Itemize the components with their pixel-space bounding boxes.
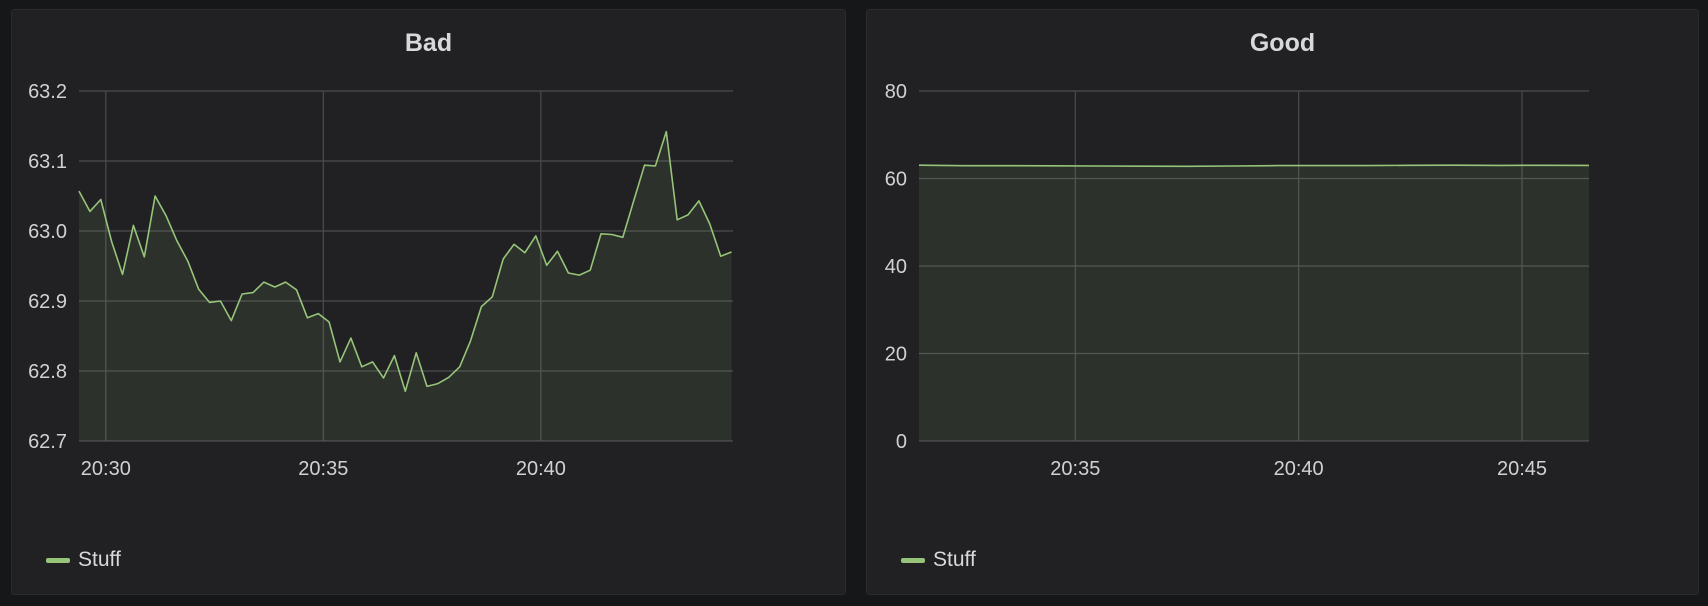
grid-lines xyxy=(919,90,1589,442)
legend-swatch xyxy=(901,557,925,563)
x-tick-label: 20:30 xyxy=(81,458,131,480)
series-line-stuff xyxy=(78,130,732,393)
x-tick-label: 20:40 xyxy=(1274,458,1324,480)
series-area xyxy=(918,164,1590,441)
chart-plot-good: 0 20 40 60 80 20:35 20:40 20:45 xyxy=(885,81,1590,480)
x-tick-label: 20:35 xyxy=(1050,458,1100,480)
series-fill-stuff xyxy=(919,165,1589,441)
series-fill-stuff xyxy=(79,131,732,441)
y-tick-label: 63.1 xyxy=(28,151,67,173)
x-tick-label: 20:45 xyxy=(1497,458,1547,480)
legend-swatch xyxy=(46,557,70,563)
legend: Stuff xyxy=(46,548,121,572)
panel-title: Good xyxy=(1249,29,1316,57)
series-area xyxy=(78,130,732,441)
y-tick-label: 62.7 xyxy=(28,431,67,453)
y-tick-label: 63.2 xyxy=(28,81,67,103)
y-tick-label: 80 xyxy=(885,81,907,103)
tick-labels: 0 20 40 60 80 20:35 20:40 20:45 xyxy=(885,81,1547,480)
legend-label-stuff[interactable]: Stuff xyxy=(78,548,121,571)
y-tick-label: 63.0 xyxy=(28,221,67,243)
legend: Stuff xyxy=(901,548,976,572)
legend-label-stuff[interactable]: Stuff xyxy=(933,548,976,571)
y-tick-label: 20 xyxy=(885,344,907,366)
tick-labels: 62.7 62.8 62.9 63.0 63.1 63.2 20:30 20:35 20:40 xyxy=(28,81,566,480)
grid-lines xyxy=(79,90,733,442)
panel-title: Bad xyxy=(404,29,453,57)
y-tick-label: 60 xyxy=(885,169,907,191)
chart-plot-bad: 62.7 62.8 62.9 63.0 63.1 63.2 20:30 20:35 20:40 xyxy=(28,81,733,480)
x-tick-label: 20:40 xyxy=(516,458,566,480)
y-tick-label: 0 xyxy=(896,431,907,453)
panel-good: Good 0 20 40 60 80 20:35 20:40 20:45 Stuff xyxy=(866,9,1699,595)
y-tick-label: 62.9 xyxy=(28,291,67,313)
y-tick-label: 40 xyxy=(885,256,907,278)
panel-bad: Bad 62.7 62.8 62.9 63.0 63.1 63.2 20:30 20:35 20… xyxy=(11,9,846,595)
x-tick-label: 20:35 xyxy=(298,458,348,480)
y-tick-label: 62.8 xyxy=(28,361,67,383)
series-line-stuff xyxy=(918,164,1590,168)
